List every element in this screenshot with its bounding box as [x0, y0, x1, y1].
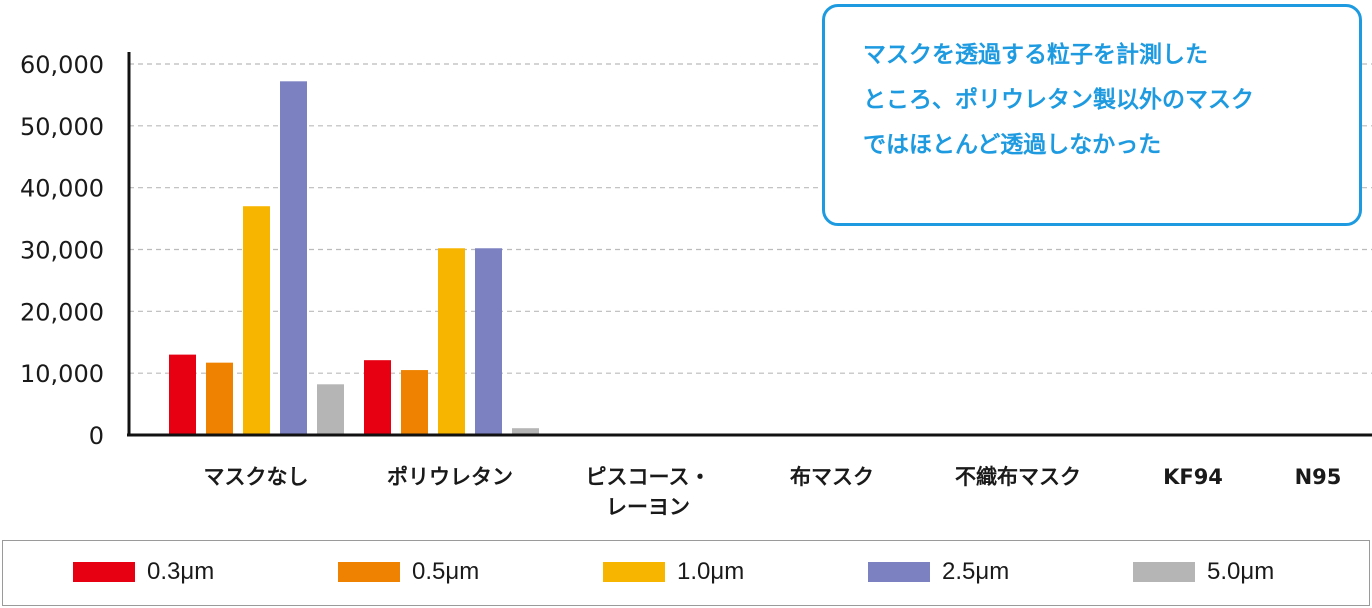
- bar: [169, 354, 196, 435]
- x-category-label: KF94: [1163, 465, 1223, 489]
- gridlines: [129, 63, 1372, 374]
- y-tick-label: 40,000: [20, 175, 104, 203]
- x-category-label: ポリウレタン: [387, 465, 513, 489]
- annotation-line: マスクを透過する粒子を計測した: [863, 42, 1208, 68]
- legend-swatch: [868, 562, 930, 582]
- bar: [364, 360, 391, 435]
- y-tick-label: 30,000: [20, 237, 104, 265]
- y-tick-label: 60,000: [20, 51, 104, 79]
- legend-label: 2.5μm: [942, 558, 1010, 585]
- x-axis-categories: マスクなし ポリウレタン ピスコース・レーヨン 布マスク 不織布マスク KF94 N95: [204, 465, 1342, 519]
- bar: [317, 384, 344, 435]
- bar: [280, 81, 307, 436]
- y-axis-ticks: 0 10,000 20,000 30,000 40,000 50,000 60,000: [20, 51, 104, 450]
- bar-chart: 0 10,000 20,000 30,000 40,000 50,000 60,000 マス…: [20, 51, 1372, 519]
- bar: [206, 362, 233, 435]
- axes: [127, 52, 1372, 437]
- legend: 0.3μm 0.5μm 1.0μm 2.5μm 5.0μm: [2, 540, 1370, 606]
- bar: [512, 428, 539, 435]
- legend-label: 5.0μm: [1207, 558, 1275, 585]
- x-category-label: 布マスク: [790, 465, 874, 489]
- y-tick-label: 10,000: [20, 360, 104, 388]
- legend-swatch: [1133, 562, 1195, 582]
- legend-label: 0.3μm: [147, 558, 215, 585]
- annotation-callout: マスクを透過する粒子を計測した ところ、ポリウレタン製以外のマスク ではほとんど…: [822, 4, 1362, 226]
- annotation-line: ではほとんど透過しなかった: [863, 132, 1162, 158]
- legend-swatch: [338, 562, 400, 582]
- bars: [169, 81, 539, 436]
- annotation-line: ところ、ポリウレタン製以外のマスク: [863, 87, 1254, 113]
- y-tick-label: 0: [89, 422, 104, 450]
- x-category-label: ピスコース・レーヨン: [586, 465, 711, 519]
- bar: [401, 370, 428, 435]
- y-tick-label: 50,000: [20, 113, 104, 141]
- bar: [243, 206, 270, 435]
- x-category-label: マスクなし: [204, 465, 309, 489]
- legend-swatch: [603, 562, 665, 582]
- bar: [438, 248, 465, 435]
- y-tick-label: 20,000: [20, 298, 104, 326]
- bar: [475, 248, 502, 435]
- legend-swatch: [73, 562, 135, 582]
- legend-label: 1.0μm: [677, 558, 745, 585]
- x-category-label: 不織布マスク: [955, 465, 1081, 489]
- legend-label: 0.5μm: [412, 558, 480, 585]
- x-category-label: N95: [1295, 465, 1342, 489]
